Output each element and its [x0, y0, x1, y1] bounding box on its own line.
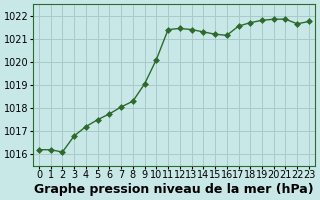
X-axis label: Graphe pression niveau de la mer (hPa): Graphe pression niveau de la mer (hPa) [34, 183, 314, 196]
